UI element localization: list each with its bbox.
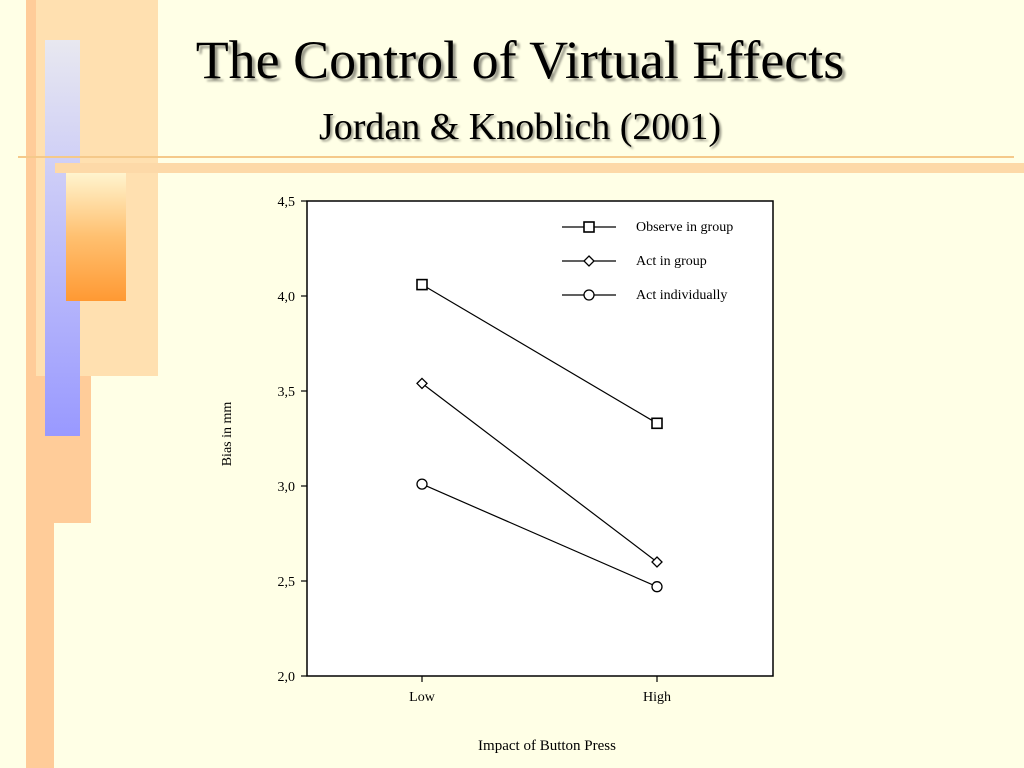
legend-circle-marker xyxy=(583,289,595,301)
page-subtitle: Jordan & Knoblich (2001) xyxy=(318,106,722,148)
series-group xyxy=(416,278,663,593)
legend: Observe in group Act in group Act individu… xyxy=(562,220,733,303)
data-point-circle-marker xyxy=(651,581,663,593)
y-tick-label: 3,0 xyxy=(278,480,296,495)
x-axis-label: Impact of Button Press xyxy=(478,738,616,754)
y-axis: 2,0 2,5 3,0 3,5 4,0 4,5 xyxy=(278,195,307,685)
x-tick-label: High xyxy=(643,690,671,705)
plot-area xyxy=(306,200,774,677)
y-tick-label: 4,5 xyxy=(278,195,296,210)
data-point-diamond-marker xyxy=(416,377,428,390)
decor-bar-orange xyxy=(66,172,126,301)
data-point-square-marker xyxy=(651,417,663,430)
legend-square-marker xyxy=(583,221,595,233)
x-tick-label: Low xyxy=(409,690,436,705)
series-line-3 xyxy=(421,483,658,588)
legend-label: Observe in group xyxy=(636,220,733,235)
y-tick-label: 2,5 xyxy=(278,575,296,590)
legend-label: Act individually xyxy=(636,288,727,303)
y-axis-label: Bias in mm xyxy=(220,402,235,467)
x-axis: Low High xyxy=(409,676,671,705)
data-point-circle-marker xyxy=(416,478,428,490)
data-point-diamond-marker xyxy=(651,556,663,568)
page-title: The Control of Virtual Effects xyxy=(195,30,845,90)
data-point-square-marker xyxy=(416,278,428,291)
header-divider-thick xyxy=(55,163,1024,173)
y-tick-label: 2,0 xyxy=(278,670,296,685)
series-line-2 xyxy=(421,382,658,563)
legend-label: Act in group xyxy=(636,254,707,269)
header-divider-thin xyxy=(18,156,1014,158)
y-tick-label: 4,0 xyxy=(278,290,296,305)
y-tick-label: 3,5 xyxy=(278,385,296,400)
series-line-1 xyxy=(421,284,658,424)
legend-diamond-marker xyxy=(583,255,595,267)
